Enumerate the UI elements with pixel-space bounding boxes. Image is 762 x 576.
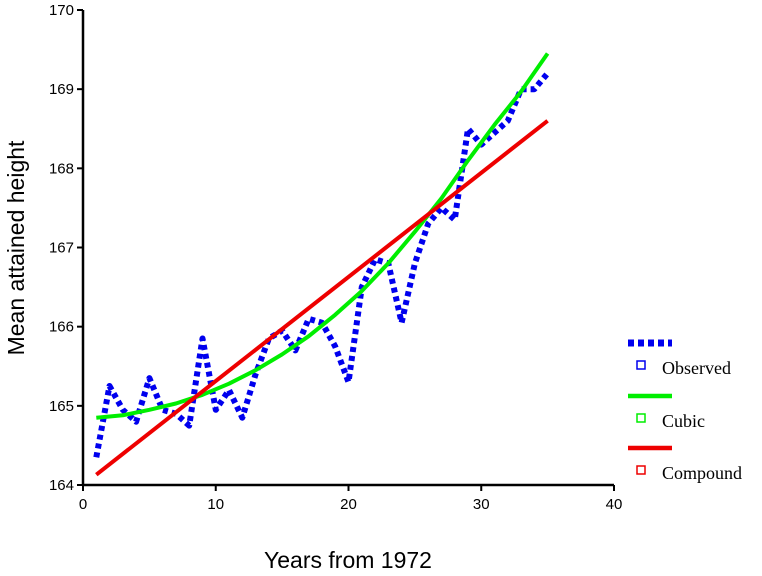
- y-tick-label: 170: [49, 2, 74, 19]
- series-layer: [93, 52, 550, 477]
- axes: [81, 10, 614, 487]
- series-line-observed: [93, 71, 550, 458]
- series-line-cubic: [96, 52, 550, 420]
- x-tick-label: 10: [207, 496, 224, 513]
- y-tick-label: 168: [49, 160, 74, 177]
- y-tick-label: 166: [49, 319, 74, 336]
- legend-label-compound: Compound: [662, 463, 742, 483]
- legend-marker-compound: [636, 465, 646, 475]
- legend-marker-observed: [636, 360, 646, 370]
- x-tick-label: 40: [606, 496, 623, 513]
- y-tick-label: 169: [49, 81, 74, 98]
- legend-marker-cubic: [636, 413, 646, 423]
- x-tick-label: 0: [79, 496, 87, 513]
- x-tick-label: 30: [473, 496, 490, 513]
- y-tick-label: 167: [49, 240, 74, 257]
- series-line-compound: [95, 119, 549, 477]
- x-axis-title: Years from 1972: [264, 547, 432, 573]
- x-tick-label: 20: [340, 496, 357, 513]
- legend: Observed Cubic Compound: [628, 339, 742, 483]
- y-tick-label: 164: [49, 477, 74, 494]
- y-axis-title: Mean attained height: [3, 140, 29, 355]
- legend-label-observed: Observed: [662, 358, 731, 378]
- y-tick-label: 165: [49, 398, 74, 415]
- legend-label-cubic: Cubic: [662, 411, 705, 431]
- ticks: 0 10 20 30 40 164 165 166 167 168 169 170: [49, 2, 622, 513]
